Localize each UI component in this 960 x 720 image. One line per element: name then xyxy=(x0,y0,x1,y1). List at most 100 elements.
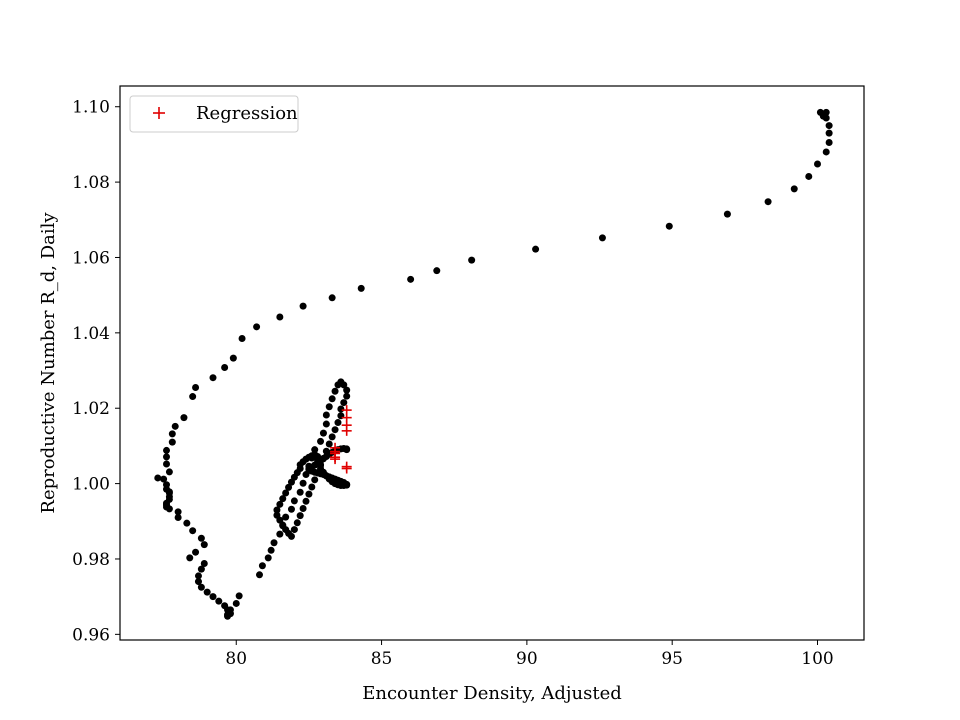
observed-point xyxy=(340,399,348,407)
observed-point xyxy=(282,489,290,497)
observed-point xyxy=(325,403,333,411)
observed-point xyxy=(221,364,229,372)
observed-point xyxy=(814,160,821,168)
observed-point xyxy=(825,122,833,130)
observed-point xyxy=(165,468,173,476)
observed-point xyxy=(532,245,540,253)
observed-point xyxy=(183,519,191,527)
observed-point xyxy=(189,527,197,535)
legend: Regression xyxy=(129,95,299,133)
observed-point xyxy=(200,541,208,549)
observed-point xyxy=(279,495,287,503)
legend-label-regression: Regression xyxy=(196,103,298,124)
observed-point xyxy=(256,571,263,579)
observed-point xyxy=(186,554,194,562)
observed-point xyxy=(305,490,313,498)
observed-point xyxy=(322,411,330,419)
x-tick-label: 100 xyxy=(801,649,833,669)
observed-point xyxy=(235,592,243,600)
y-axis-label: Reproductive Number R_d, Daily xyxy=(38,212,59,514)
observed-point xyxy=(822,108,830,116)
observed-point xyxy=(197,583,205,591)
legend-marker-regression xyxy=(153,107,165,119)
observed-point xyxy=(165,505,173,513)
observed-point xyxy=(296,488,304,496)
observed-point xyxy=(194,572,202,580)
observed-point xyxy=(764,198,772,206)
observed-point xyxy=(215,597,223,605)
observed-point xyxy=(203,588,211,596)
observed-point xyxy=(163,460,170,468)
observed-point xyxy=(308,483,316,491)
observed-point xyxy=(328,395,336,403)
observed-point xyxy=(192,383,200,391)
observed-point xyxy=(200,559,208,567)
observed-point xyxy=(334,419,342,427)
observed-point xyxy=(226,606,234,614)
observed-point xyxy=(180,414,188,422)
observed-point xyxy=(290,526,298,534)
observed-point xyxy=(822,114,830,122)
observed-point xyxy=(331,426,339,434)
plot-frame xyxy=(119,85,865,641)
observed-point xyxy=(194,578,202,586)
observed-point xyxy=(319,429,327,437)
observed-point xyxy=(209,374,217,382)
observed-point xyxy=(723,210,731,218)
observed-point xyxy=(299,504,307,512)
observed-point xyxy=(282,513,290,521)
observed-point xyxy=(267,546,275,554)
y-tick-label: 0.98 xyxy=(72,550,110,570)
regression-point xyxy=(341,463,352,474)
observed-point xyxy=(302,497,310,505)
observed-point xyxy=(287,505,295,513)
observed-point xyxy=(168,438,176,446)
observed-point xyxy=(174,514,182,522)
observed-point xyxy=(189,393,197,401)
y-tick-label: 0.96 xyxy=(72,625,110,645)
observed-point xyxy=(293,519,301,527)
observed-point xyxy=(232,599,240,607)
observed-point xyxy=(433,267,441,275)
observed-point xyxy=(163,446,170,454)
y-tick-label: 1.08 xyxy=(72,173,110,193)
observed-point xyxy=(468,256,476,264)
y-tick-label: 1.04 xyxy=(72,324,110,344)
y-tick-label: 1.10 xyxy=(72,98,110,118)
observed-point xyxy=(253,323,261,331)
legend-box xyxy=(129,95,299,133)
observed-point xyxy=(299,302,307,310)
observed-point xyxy=(299,479,307,487)
observed-point xyxy=(825,129,833,137)
observed-point xyxy=(337,405,345,413)
observed-point xyxy=(273,511,281,519)
observed-point xyxy=(163,453,170,461)
observed-point xyxy=(825,139,833,147)
observed-point xyxy=(258,562,266,570)
observed-point xyxy=(665,222,673,230)
data-points xyxy=(154,108,833,620)
observed-point xyxy=(276,313,284,321)
observed-point xyxy=(311,446,319,454)
x-axis: 80 85 90 95 100 xyxy=(225,640,834,669)
observed-point xyxy=(407,275,415,283)
observed-point xyxy=(357,284,365,292)
observed-point xyxy=(822,148,830,156)
observed-point xyxy=(197,534,205,542)
observed-point xyxy=(264,554,272,562)
y-tick-label: 1.02 xyxy=(72,399,110,419)
observed-point xyxy=(328,294,336,302)
observed-point xyxy=(197,565,205,573)
y-axis: 0.96 0.98 1.00 1.02 1.04 1.06 1.08 1.10 xyxy=(72,98,120,645)
observed-point xyxy=(270,539,278,547)
observed-point xyxy=(343,386,351,394)
observed-point xyxy=(209,593,217,601)
x-tick-label: 80 xyxy=(225,649,247,669)
observed-point xyxy=(192,548,200,556)
observed-point xyxy=(174,508,182,516)
observed-point xyxy=(229,354,237,362)
regression-point xyxy=(330,454,341,465)
observed-point xyxy=(276,500,284,508)
observed-point xyxy=(276,530,284,538)
